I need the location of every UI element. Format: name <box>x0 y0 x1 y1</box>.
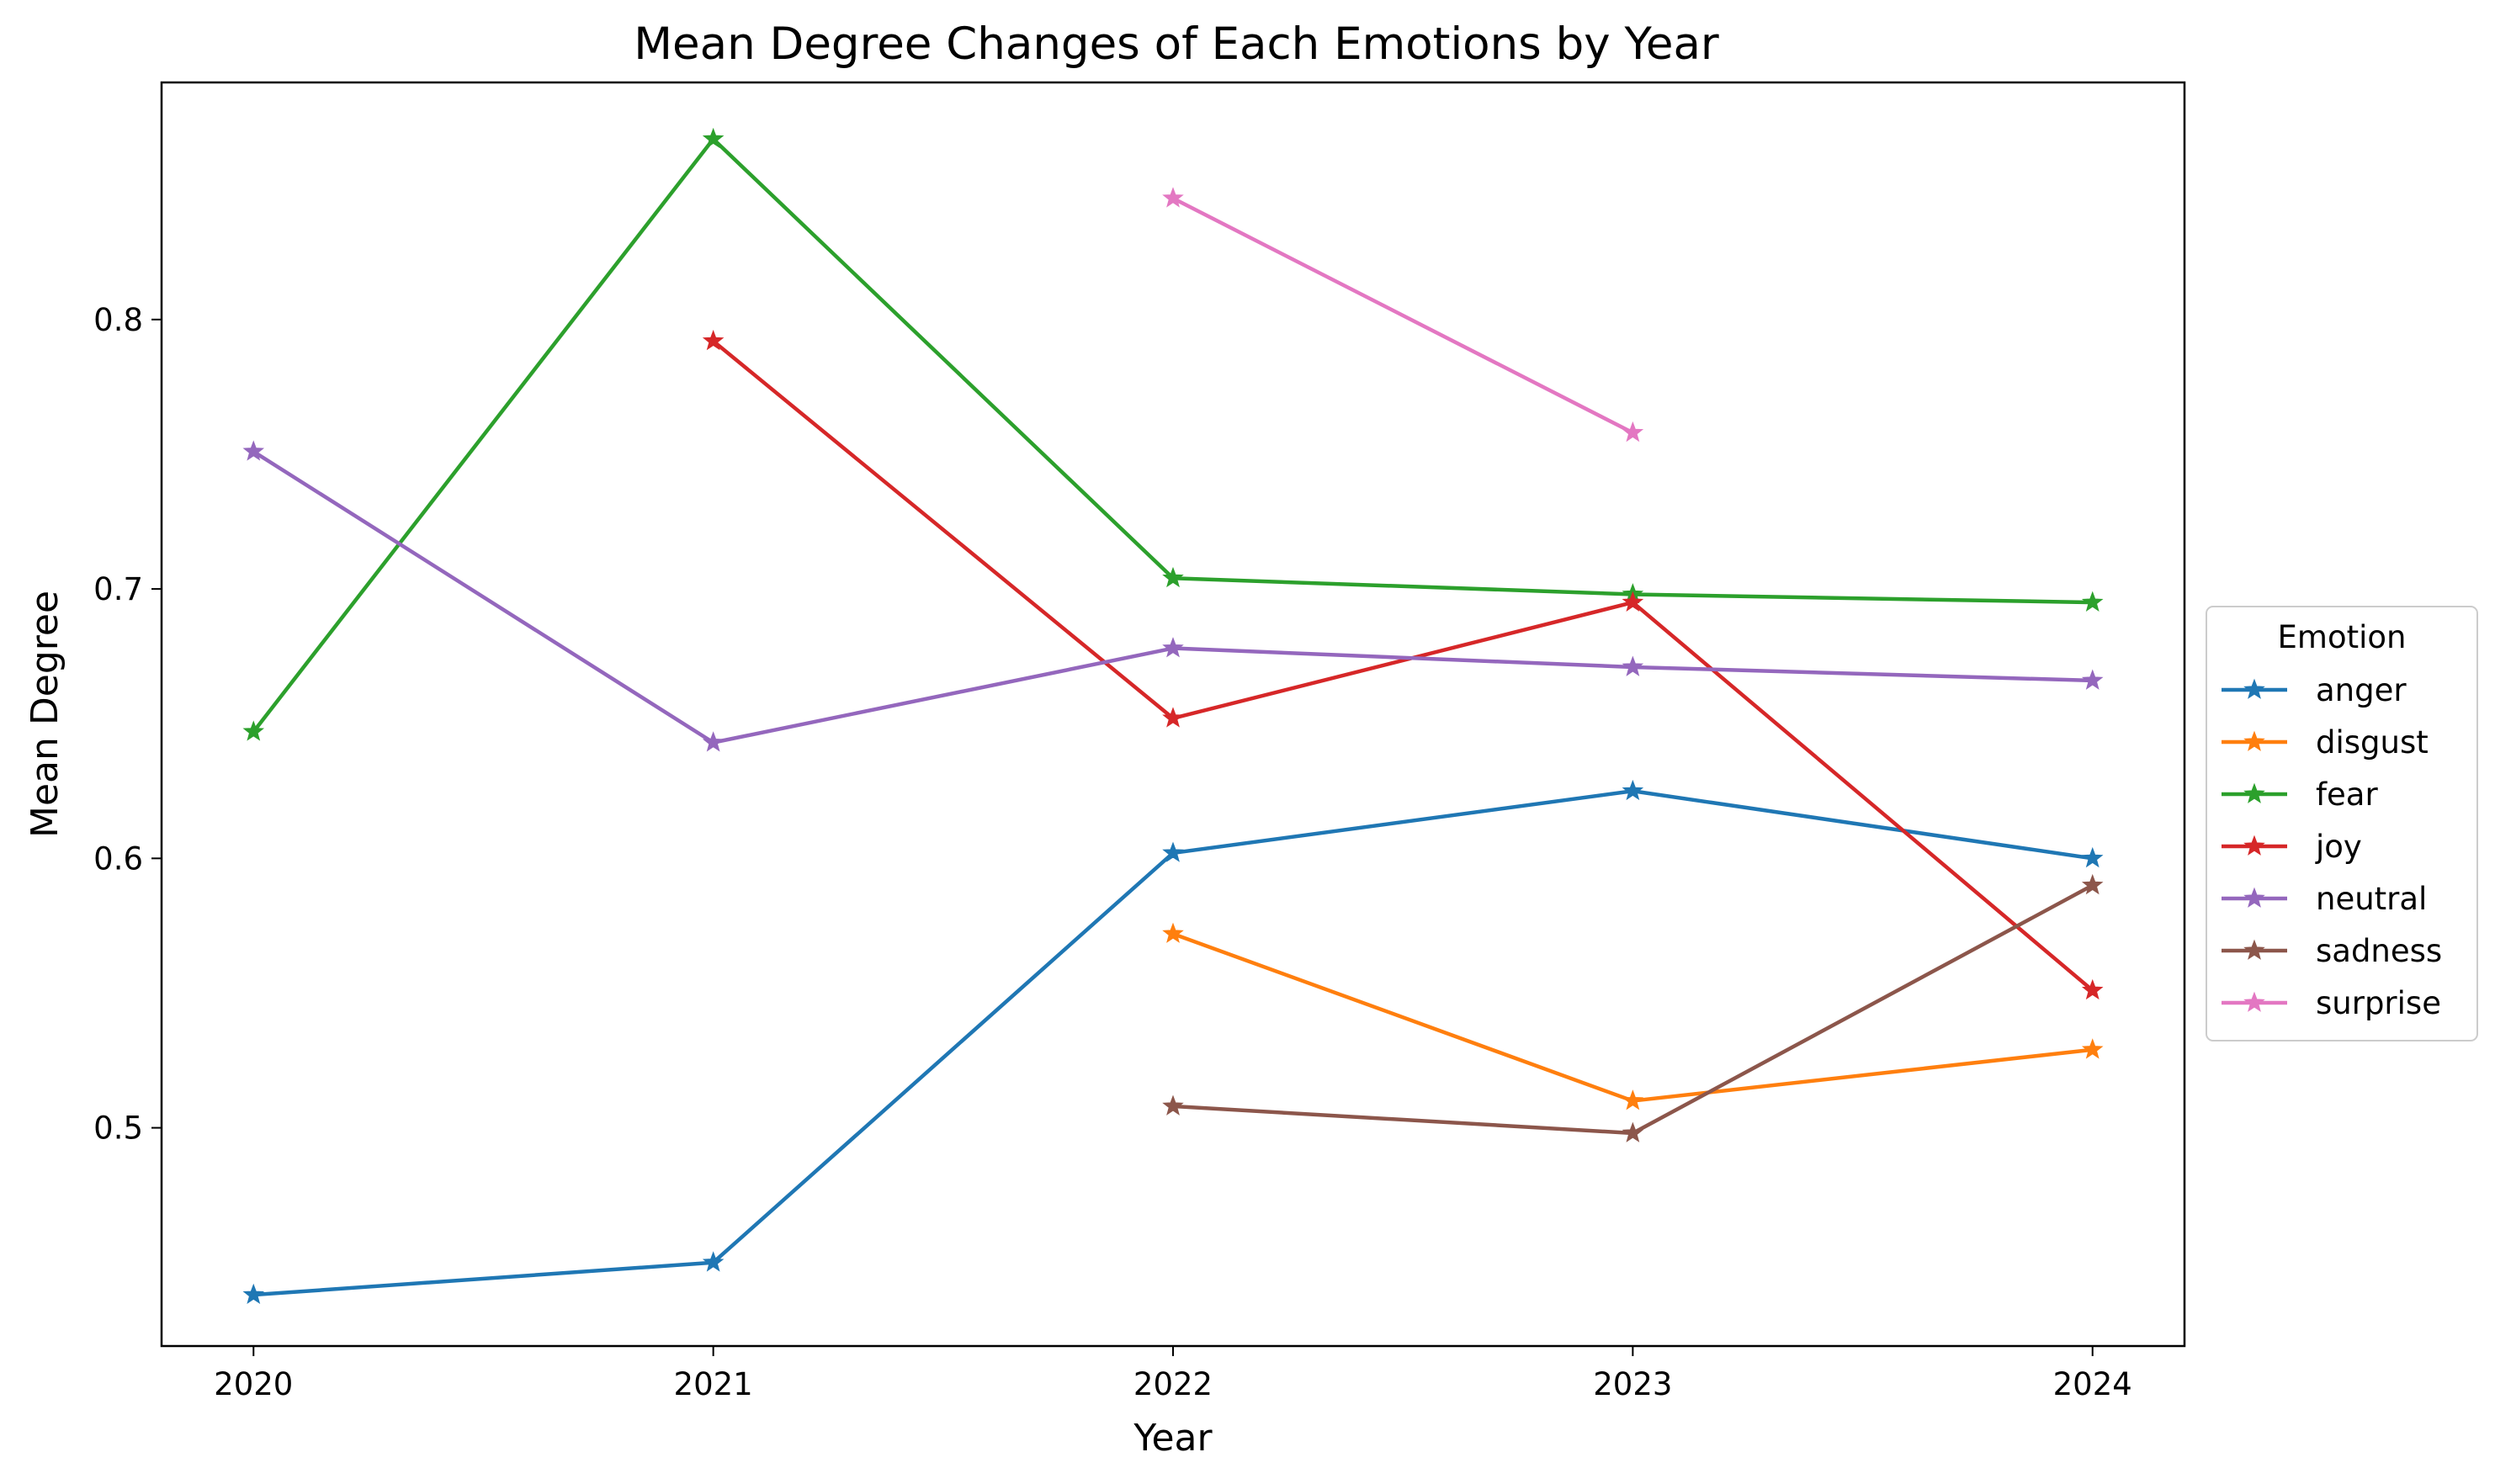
series-anger <box>242 779 2104 1305</box>
data-point-anger <box>242 1283 265 1305</box>
legend-box <box>2206 606 2478 1041</box>
series-disgust <box>1162 922 2104 1110</box>
y-axis-label: Mean Degree <box>24 591 66 838</box>
x-tick-label: 2021 <box>674 1366 753 1402</box>
legend-title: Emotion <box>2278 619 2407 655</box>
data-point-anger <box>702 1251 725 1272</box>
legend-marker-fear <box>2243 782 2265 803</box>
legend-marker-surprise <box>2243 991 2265 1012</box>
data-point-surprise <box>1622 421 1644 443</box>
data-point-surprise <box>1162 187 1184 208</box>
legend-label-neutral: neutral <box>2316 881 2427 917</box>
data-point-fear <box>1162 566 1184 588</box>
data-point-neutral <box>2081 669 2104 690</box>
data-point-fear <box>702 127 725 149</box>
legend-item-neutral: neutral <box>2222 881 2427 917</box>
chart-title: Mean Degree Changes of Each Emotions by … <box>634 19 1719 70</box>
legend-marker-anger <box>2243 678 2265 699</box>
data-point-sadness <box>1622 1121 1644 1142</box>
x-tick-label: 2020 <box>214 1366 293 1402</box>
legend-label-fear: fear <box>2316 776 2378 813</box>
legend-marker-disgust <box>2243 730 2265 751</box>
data-point-anger <box>1162 841 1184 862</box>
data-point-neutral <box>702 731 725 752</box>
legend-marker-sadness <box>2243 939 2265 960</box>
data-point-neutral <box>1162 637 1184 658</box>
data-point-anger <box>1622 779 1644 801</box>
y-tick-label: 0.7 <box>93 571 143 607</box>
legend-item-fear: fear <box>2222 776 2378 813</box>
data-point-joy <box>702 330 725 351</box>
legend-marker-joy <box>2243 835 2265 856</box>
data-point-neutral <box>1622 655 1644 676</box>
legend-marker-neutral <box>2243 887 2265 908</box>
legend-label-joy: joy <box>2315 829 2362 865</box>
x-tick-label: 2024 <box>2053 1366 2132 1402</box>
data-point-disgust <box>1162 922 1184 943</box>
series-layer <box>242 127 2104 1305</box>
data-point-sadness <box>2081 873 2104 895</box>
x-tick-label: 2023 <box>1593 1366 1672 1402</box>
series-joy <box>702 330 2104 1000</box>
x-tick-label: 2022 <box>1133 1366 1213 1402</box>
series-surprise <box>1162 187 1644 443</box>
y-tick-label: 0.8 <box>93 302 143 338</box>
legend-item-anger: anger <box>2222 672 2407 708</box>
x-axis-ticks: 2020 2021 2022 2023 2024 <box>214 1346 2132 1402</box>
x-axis-label: Year <box>1133 1417 1213 1460</box>
y-tick-label: 0.6 <box>93 840 143 877</box>
data-point-joy <box>2081 978 2104 1000</box>
legend-items: anger disgust fear joy neutral sadness surpris… <box>2222 672 2442 1021</box>
data-point-disgust <box>2081 1038 2104 1059</box>
y-tick-label: 0.5 <box>93 1110 143 1147</box>
data-point-fear <box>242 720 265 741</box>
series-neutral <box>242 440 2104 752</box>
legend-label-surprise: surprise <box>2316 985 2441 1021</box>
data-point-fear <box>2081 591 2104 612</box>
series-line-surprise <box>1170 195 1636 436</box>
data-point-anger <box>2081 846 2104 868</box>
data-point-sadness <box>1162 1094 1184 1116</box>
data-point-joy <box>1162 707 1184 728</box>
series-line-joy <box>710 338 2095 994</box>
legend-label-disgust: disgust <box>2316 724 2429 761</box>
legend-item-joy: joy <box>2222 829 2362 865</box>
legend: Emotion anger disgust fear joy neutral sadnes… <box>2206 606 2478 1041</box>
legend-label-sadness: sadness <box>2316 933 2442 969</box>
legend-item-surprise: surprise <box>2222 985 2441 1021</box>
legend-item-sadness: sadness <box>2222 933 2442 969</box>
series-sadness <box>1162 873 2104 1142</box>
data-point-neutral <box>242 440 265 461</box>
legend-label-anger: anger <box>2316 672 2407 708</box>
data-point-disgust <box>1622 1089 1644 1110</box>
legend-item-disgust: disgust <box>2222 724 2429 761</box>
y-axis-ticks: 0.5 0.6 0.7 0.8 <box>93 302 162 1147</box>
series-fear <box>242 127 2104 741</box>
data-point-joy <box>1622 591 1644 612</box>
